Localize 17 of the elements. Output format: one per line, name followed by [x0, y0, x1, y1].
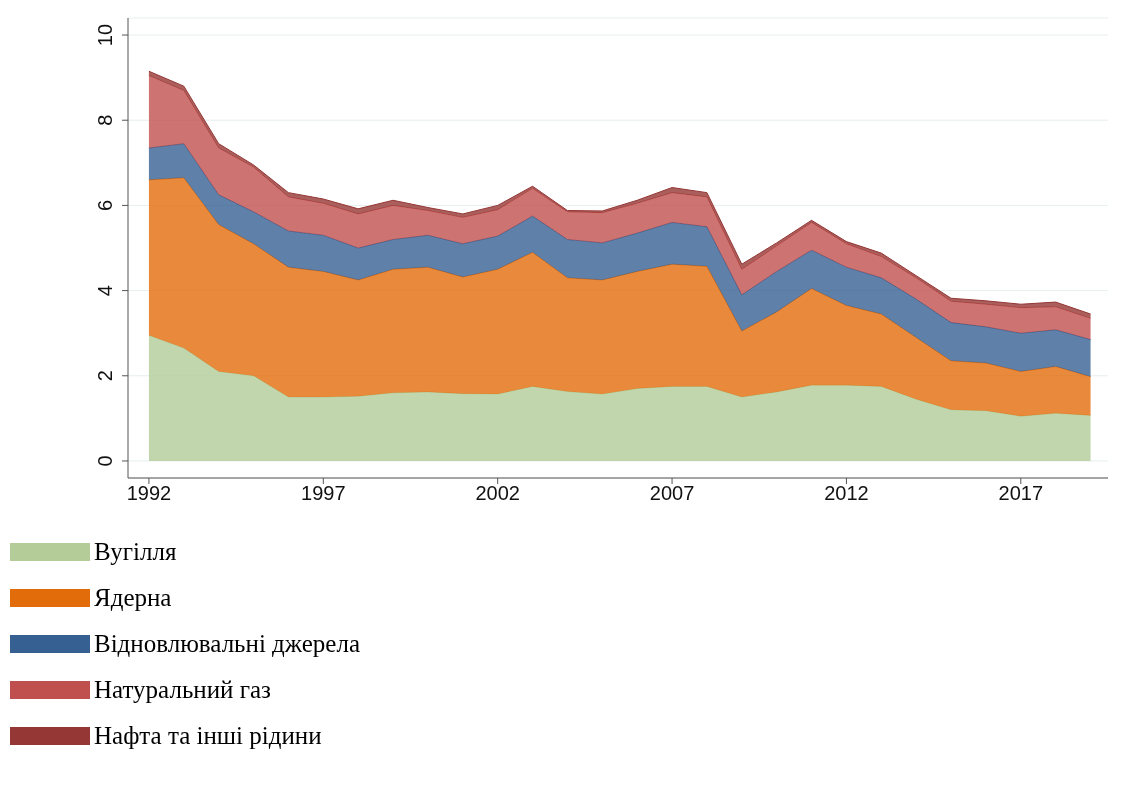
legend-label: Нафта та інші рідини	[94, 722, 322, 750]
y-tick-label: 10	[94, 23, 116, 47]
x-tick-label: 2002	[475, 482, 520, 505]
x-tick-label: 1997	[301, 482, 346, 505]
legend-label: Ядерна	[94, 584, 172, 612]
legend-label: Відновлювальні джерела	[94, 630, 361, 658]
x-tick-label: 1992	[126, 482, 172, 505]
y-tick-label: 6	[94, 199, 116, 211]
y-tick-label: 4	[94, 285, 116, 297]
legend-label: Вугілля	[94, 538, 177, 566]
y-tick-label: 2	[94, 370, 116, 382]
x-tick-label: 2012	[824, 482, 869, 505]
x-tick-label: 2017	[998, 482, 1044, 505]
x-tick-label: 2007	[649, 482, 695, 505]
y-tick-label: 8	[94, 114, 116, 126]
y-tick-label: 0	[94, 455, 116, 467]
legend-label: Натуральний газ	[94, 676, 271, 704]
